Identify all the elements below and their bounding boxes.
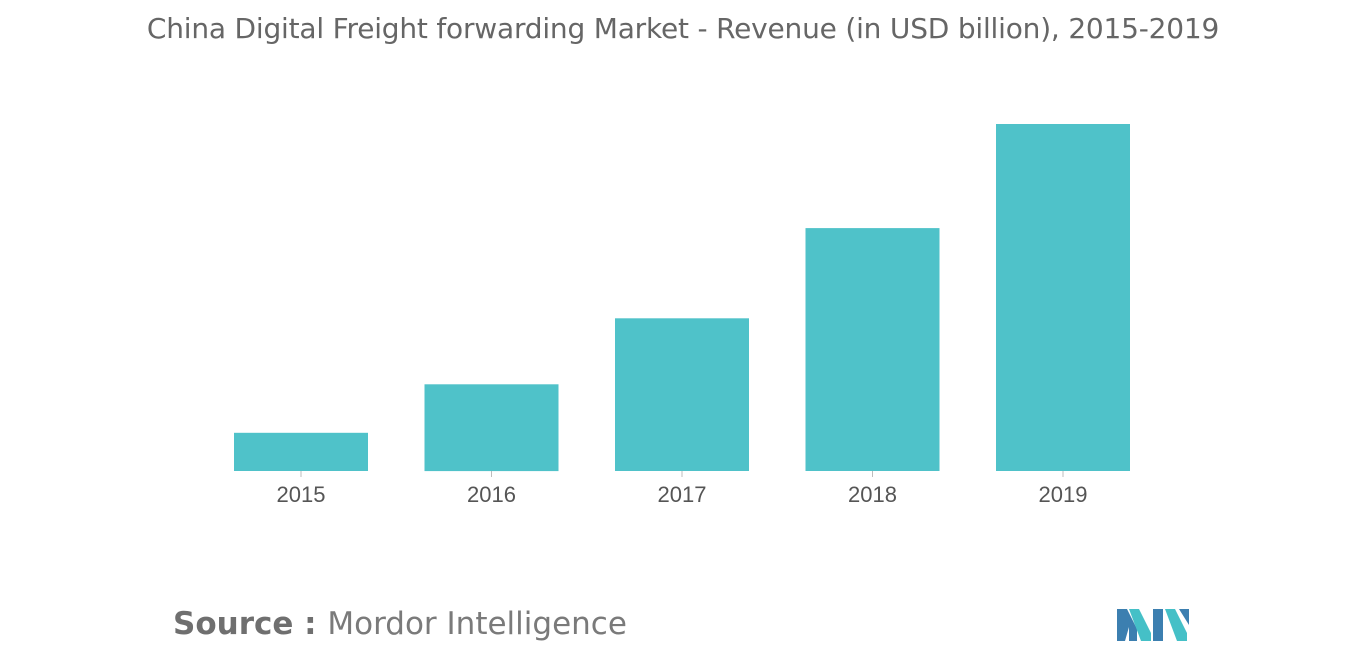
bar-2019 bbox=[996, 124, 1130, 471]
source-separator: : bbox=[293, 606, 328, 642]
bar-2015 bbox=[234, 432, 368, 471]
x-tick-label-2019: 2019 bbox=[1039, 482, 1088, 507]
bar-2017 bbox=[615, 318, 749, 471]
source-text: Mordor Intelligence bbox=[327, 606, 627, 642]
mordor-intelligence-logo-icon bbox=[1117, 609, 1189, 641]
source-label: Source bbox=[173, 606, 294, 642]
x-axis-labels: 2015 2016 2017 2018 2019 bbox=[277, 482, 1088, 507]
bar-2018 bbox=[805, 228, 940, 471]
bar-2016 bbox=[424, 384, 559, 472]
x-tick-label-2015: 2015 bbox=[277, 482, 326, 507]
bars-group bbox=[234, 124, 1130, 472]
x-axis-ticks bbox=[300, 471, 1064, 477]
x-tick-label-2018: 2018 bbox=[848, 482, 897, 507]
x-tick-label-2016: 2016 bbox=[467, 482, 516, 507]
chart-title: China Digital Freight forwarding Market … bbox=[146, 12, 1220, 45]
x-tick-label-2017: 2017 bbox=[658, 482, 707, 507]
source-note: Source : Mordor Intelligence bbox=[173, 606, 627, 642]
